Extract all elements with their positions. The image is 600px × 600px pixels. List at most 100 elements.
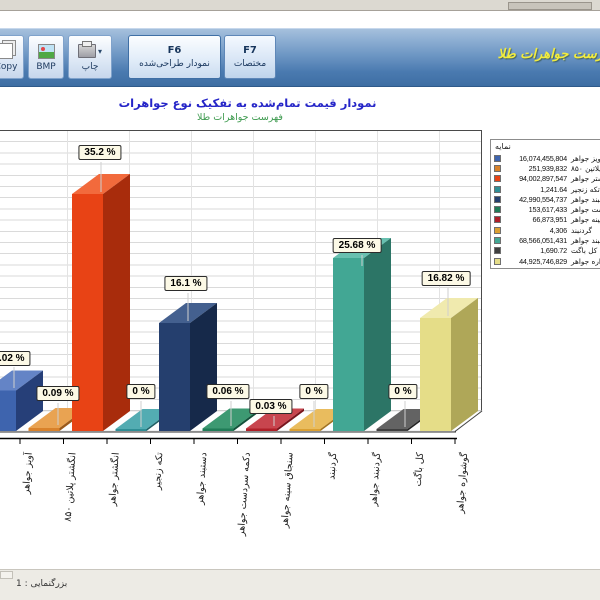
legend-item: 1,690.72 کل باگت — [494, 246, 600, 256]
chart-title: نمودار قیمت تمام‌شده به تفکیک نوع جواهرا… — [118, 96, 377, 110]
legend-label: کل باگت — [571, 246, 598, 256]
percent-callout: 0 % — [126, 384, 156, 399]
x-axis-ticks — [19, 438, 456, 444]
legend-color-swatch — [494, 175, 501, 183]
percent-callout: 35.2 % — [78, 145, 122, 160]
legend-label: انگشتر پلاتین ۸۵۰ — [571, 163, 600, 173]
percent-callout: 0 % — [388, 384, 418, 399]
callout-leader-lines — [13, 162, 449, 427]
legend-value: 16,074,455,804 — [519, 153, 567, 163]
legend-value: 4,306 — [549, 225, 567, 235]
legend-item: 4,306 گردنبند — [494, 225, 600, 235]
f7-key-label: F7 — [243, 45, 257, 56]
legend-value: 44,925,746,829 — [519, 256, 567, 266]
x-axis-label: آویز جواهر — [21, 452, 35, 495]
bar-jewel-necklace — [333, 238, 391, 431]
legend-color-swatch — [494, 247, 501, 255]
legend-item: 68,566,051,431 گردنبند جواهر — [494, 235, 600, 245]
chart-subtitle: فهرست جواهرات طلا — [197, 112, 283, 123]
top-strip-segment — [508, 2, 592, 10]
floor-right-edge — [454, 410, 483, 432]
status-bar: بزرگنمایی : 1 — [0, 569, 600, 600]
legend-label: گردنبند جواهر — [571, 236, 600, 246]
legend-title: نمایه — [495, 142, 511, 151]
legend-label: آویز جواهر — [571, 153, 600, 163]
legend-item: 16,074,455,804 آویز جواهر — [494, 153, 600, 163]
status-bar-grip — [0, 571, 13, 579]
percent-callout: 0.09 % — [36, 386, 80, 401]
legend-value: 153,617,433 — [528, 205, 568, 215]
legend-value: 1,690.72 — [540, 246, 567, 256]
legend-label: تکه زنجیر — [571, 184, 600, 194]
percent-callout: 25.68 % — [332, 238, 382, 253]
legend-color-swatch — [494, 226, 501, 234]
legend-color-swatch — [494, 154, 501, 162]
bar-jewel-bracelet — [159, 303, 217, 431]
legend-item: 153,617,433دکمه سردست جواهر — [494, 204, 600, 214]
percent-callout: 0.03 % — [249, 399, 293, 414]
percent-callout: 0 % — [299, 384, 329, 399]
legend-value: 68,566,051,431 — [519, 236, 567, 246]
legend-color-swatch — [494, 195, 501, 203]
zoom-value: 1 — [16, 579, 22, 589]
bar-pendant-jewel — [0, 370, 43, 431]
copy-button-label: Copy — [0, 62, 18, 72]
legend-value: 251,939,832 — [528, 163, 568, 173]
toolbar: Copy BMP ▾ چاپ F6 نمودار طراحی‌شده F7 مخ… — [0, 28, 600, 87]
legend-label: گوشواره جواهر — [571, 256, 600, 266]
legend-item: 66,873,951 سنجاق سینه جواهر — [494, 215, 600, 225]
legend-color-swatch — [494, 164, 501, 172]
top-window-strip — [0, 0, 600, 11]
legend-item: 94,002,897,547 انگشتر جواهر — [494, 174, 600, 184]
print-button[interactable]: ▾ چاپ — [68, 35, 112, 79]
print-icon: ▾ — [77, 41, 102, 60]
percent-callout: 6.02 % — [0, 351, 31, 366]
x-axis-label: گردنبند جواهر — [368, 452, 383, 507]
legend-item: 251,939,832انگشتر پلاتین ۸۵۰ — [494, 163, 600, 173]
percent-callout: 16.82 % — [421, 271, 471, 286]
x-axis-label: گردنبند — [326, 452, 340, 481]
copy-button[interactable]: Copy — [0, 35, 24, 79]
legend-label: گردنبند — [571, 225, 593, 235]
legend-value: 66,873,951 — [532, 215, 567, 225]
legend-color-swatch — [494, 185, 501, 193]
f6-label: نمودار طراحی‌شده — [139, 59, 210, 69]
bar-chart-canvas — [0, 162, 483, 444]
legend-item: 1,241.64 تکه زنجیر — [494, 184, 600, 194]
bmp-button[interactable]: BMP — [28, 35, 64, 79]
legend-item: 44,925,746,829 گوشواره جواهر — [494, 256, 600, 266]
legend-color-swatch — [494, 237, 501, 245]
f6-key-label: F6 — [167, 45, 182, 56]
legend-label: دکمه سردست جواهر — [571, 205, 600, 215]
chart-legend: نمایه 16,074,455,804 آویز جواهر 251,939,8… — [490, 139, 600, 270]
legend-label: انگشتر جواهر — [571, 174, 600, 184]
legend-label: سنجاق سینه جواهر — [571, 215, 600, 225]
legend-value: 42,990,554,737 — [519, 194, 567, 204]
x-axis-label: تکه زنجیر — [151, 452, 166, 491]
print-dropdown-icon[interactable]: ▾ — [97, 46, 102, 56]
x-axis-label: کل باگت — [413, 452, 427, 487]
legend-color-swatch — [494, 206, 501, 214]
designed-chart-button[interactable]: F6 نمودار طراحی‌شده — [128, 35, 221, 79]
bar-jewel-earring — [420, 298, 478, 431]
coordinates-button[interactable]: F7 مختصات — [224, 35, 276, 79]
percent-callout: 0.06 % — [206, 384, 250, 399]
percent-callout: 16.1 % — [164, 276, 208, 291]
zoom-status: بزرگنمایی : 1 — [16, 579, 67, 589]
x-axis-label: انگشتر جواهر — [107, 452, 122, 507]
legend-value: 94,002,897,547 — [519, 174, 567, 184]
legend-value: 1,241.64 — [540, 184, 567, 194]
bmp-icon — [37, 42, 55, 60]
zoom-label: بزرگنمایی : — [24, 579, 68, 589]
legend-color-swatch — [494, 257, 501, 265]
copy-icon — [0, 42, 13, 60]
window-title-text: فهرست جواهرات طلا — [497, 47, 600, 62]
legend-color-swatch — [494, 216, 501, 224]
legend-item: 42,990,554,737 دستبند جواهر — [494, 194, 600, 204]
f7-label: مختصات — [233, 59, 267, 69]
bmp-button-label: BMP — [36, 62, 56, 72]
print-button-label: چاپ — [81, 62, 99, 72]
legend-label: دستبند جواهر — [571, 194, 600, 204]
bar-jewel-ring — [72, 174, 130, 431]
